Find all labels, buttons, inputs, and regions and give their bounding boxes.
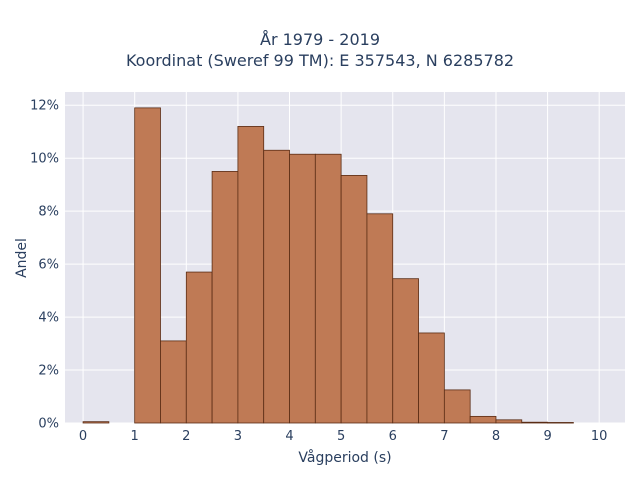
x-tick-label: 8: [492, 429, 500, 444]
x-tick-label: 3: [234, 429, 242, 444]
x-tick-label: 10: [591, 429, 608, 444]
histogram-bar: [495, 419, 523, 424]
x-tick-label: 7: [440, 429, 448, 444]
histogram-bar: [418, 332, 445, 424]
y-tick-label: 2%: [38, 364, 59, 379]
histogram-bar: [263, 149, 290, 424]
histogram-bar: [211, 171, 239, 424]
chart-title-line-2: Koordinat (Sweref 99 TM): E 357543, N 62…: [125, 51, 515, 70]
histogram-bar: [469, 415, 497, 424]
x-tick-label: 9: [543, 429, 551, 444]
x-axis-ticks: 0 1 2 3 4 5 6 7 8 9 10: [79, 429, 608, 444]
histogram-bar: [392, 278, 419, 424]
x-tick-label: 2: [182, 429, 190, 444]
x-tick-label: 1: [131, 429, 139, 444]
histogram-bar: [82, 421, 110, 424]
histogram-bar: [134, 107, 161, 424]
histogram-bar: [547, 422, 574, 424]
x-tick-label: 6: [389, 429, 397, 444]
y-axis-label: Andel: [14, 238, 30, 278]
x-tick-label: 4: [285, 429, 293, 444]
y-tick-label: 8%: [38, 205, 59, 220]
y-tick-label: 12%: [30, 99, 59, 114]
histogram-bar: [366, 213, 394, 424]
histogram-bar: [237, 126, 265, 424]
y-tick-label: 10%: [30, 152, 59, 167]
chart-title-line-1: År 1979 - 2019: [260, 30, 380, 49]
histogram-bar: [289, 153, 316, 424]
x-tick-label: 0: [79, 429, 87, 444]
histogram-bars: [82, 107, 574, 424]
histogram-bar: [314, 153, 342, 424]
y-tick-label: 4%: [38, 311, 59, 326]
histogram-bar: [340, 175, 368, 424]
y-tick-label: 0%: [38, 417, 59, 432]
histogram-bar: [521, 421, 548, 424]
histogram-bar: [160, 340, 187, 424]
histogram-bar: [185, 271, 213, 424]
histogram-bar: [443, 389, 471, 424]
y-axis-ticks: 0% 2% 4% 6% 8% 10% 12%: [30, 99, 59, 432]
x-tick-label: 5: [337, 429, 345, 444]
x-axis-label: Vågperiod (s): [298, 449, 391, 466]
y-tick-label: 6%: [38, 258, 59, 273]
